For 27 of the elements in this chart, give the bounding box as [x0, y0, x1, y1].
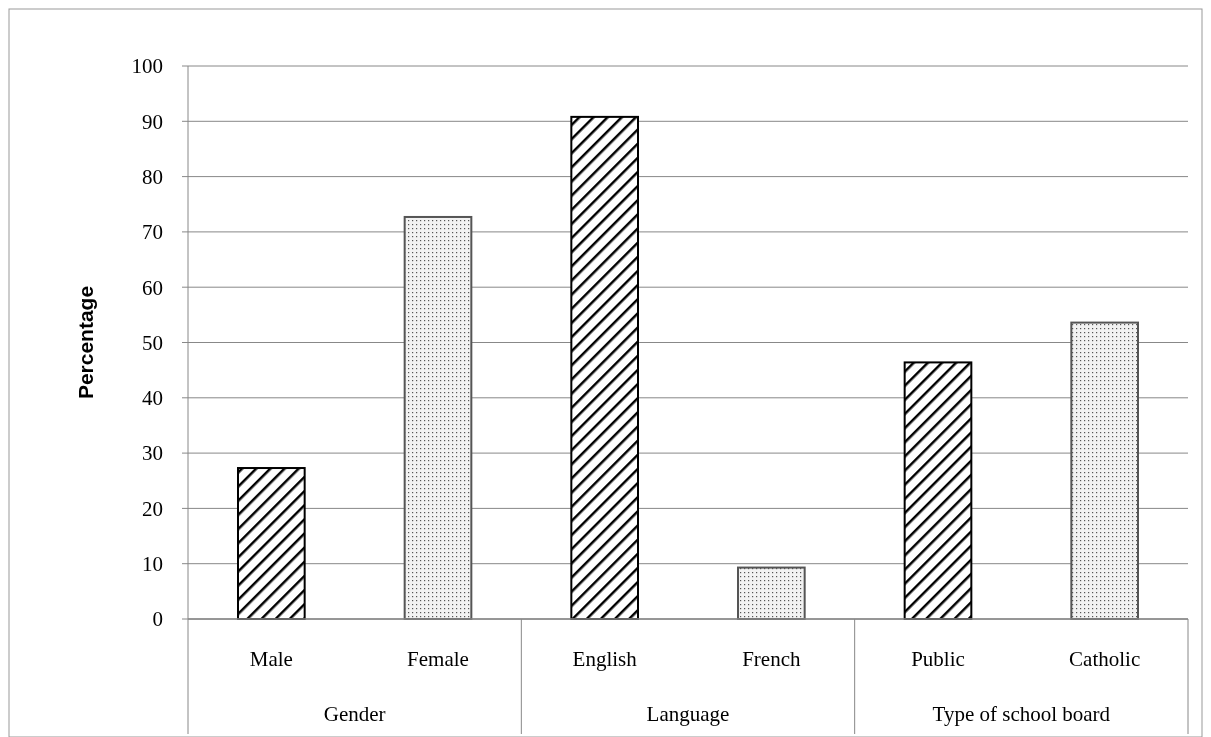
y-tick-label: 40	[142, 386, 163, 411]
text: Type of school board	[932, 702, 1111, 726]
bar	[570, 115, 639, 620]
bar	[237, 467, 306, 620]
bar	[903, 361, 973, 620]
y-axis-title: Percentage	[74, 285, 97, 400]
text: Gender	[323, 702, 386, 726]
text: Language	[646, 702, 730, 726]
y-tick-label: 60	[142, 275, 163, 300]
x-tick-label: Female	[407, 647, 469, 671]
y-tick-label: 30	[142, 441, 163, 466]
y-tick-label: 10	[142, 552, 163, 577]
bar	[1070, 321, 1139, 620]
y-tick-label: 0	[152, 607, 163, 632]
y-tick-label: 90	[142, 109, 163, 134]
x-tick-label: Public	[911, 647, 965, 671]
x-tick-label: French	[742, 647, 801, 671]
y-tick-label: 80	[142, 164, 163, 189]
y-tick-label: 20	[142, 496, 163, 521]
bar	[403, 215, 473, 620]
y-tick-label: 50	[142, 330, 163, 355]
x-tick-label: English	[572, 647, 638, 671]
y-tick-label: 70	[142, 220, 163, 245]
y-tick-label: 100	[131, 54, 163, 79]
x-tick-label: Male	[249, 647, 293, 671]
bar	[737, 566, 806, 620]
x-tick-label: Catholic	[1069, 647, 1141, 671]
